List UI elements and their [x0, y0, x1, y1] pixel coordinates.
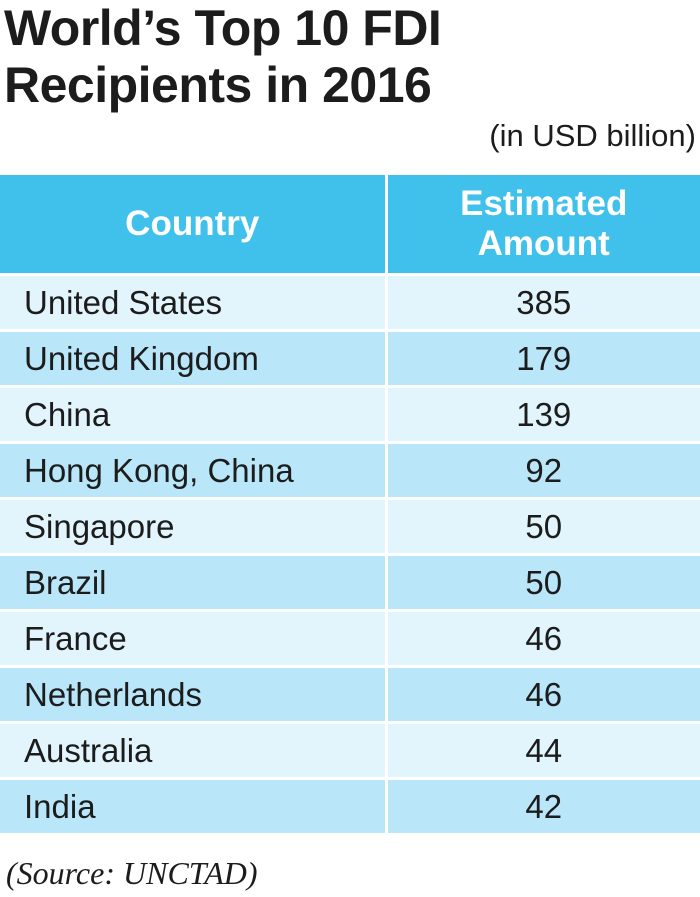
amount-cell: 92	[386, 441, 700, 499]
chart-title-line-2: Recipients in 2016	[4, 57, 432, 113]
country-cell: Singapore	[0, 497, 388, 555]
country-cell: United States	[0, 273, 388, 331]
amount-cell: 46	[386, 609, 700, 667]
country-cell: Hong Kong, China	[0, 441, 388, 499]
amount-cell: 50	[386, 553, 700, 611]
table-row: Netherlands 46	[0, 665, 700, 723]
country-cell: Brazil	[0, 553, 388, 611]
amount-cell: 44	[386, 721, 700, 779]
table-row: Singapore 50	[0, 497, 700, 555]
table-row: United Kingdom 179	[0, 329, 700, 387]
country-cell: France	[0, 609, 388, 667]
column-header-amount-line-2: Amount	[477, 224, 610, 263]
table-row: France 46	[0, 609, 700, 667]
source-note: (Source: UNCTAD)	[6, 855, 258, 891]
table-body: United States 385 United Kingdom 179 China 13…	[0, 273, 700, 833]
table-row: Hong Kong, China 92	[0, 441, 700, 499]
table-header-row: Country Estimated Amount	[0, 175, 700, 275]
country-cell: United Kingdom	[0, 329, 388, 387]
fdi-table: Country Estimated Amount United States 38…	[0, 175, 700, 833]
table-row: United States 385	[0, 273, 700, 331]
amount-cell: 385	[386, 273, 700, 331]
unit-note: (in USD billion)	[489, 118, 696, 153]
table-row: China 139	[0, 385, 700, 443]
country-cell: China	[0, 385, 388, 443]
country-cell: Netherlands	[0, 665, 388, 723]
amount-cell: 42	[386, 777, 700, 833]
column-header-country: Country	[0, 175, 388, 275]
column-header-amount: Estimated Amount	[386, 175, 700, 275]
amount-cell: 139	[386, 385, 700, 443]
chart-title-line-1: World’s Top 10 FDI	[4, 0, 442, 56]
table-row: India 42	[0, 777, 700, 833]
country-cell: Australia	[0, 721, 388, 779]
amount-cell: 50	[386, 497, 700, 555]
table-row: Brazil 50	[0, 553, 700, 611]
amount-cell: 46	[386, 665, 700, 723]
country-cell: India	[0, 777, 388, 833]
chart-title: World’s Top 10 FDI Recipients in 2016	[4, 0, 442, 114]
amount-cell: 179	[386, 329, 700, 387]
column-header-country-label: Country	[125, 204, 260, 243]
column-header-amount-line-1: Estimated	[460, 184, 628, 223]
table-row: Australia 44	[0, 721, 700, 779]
